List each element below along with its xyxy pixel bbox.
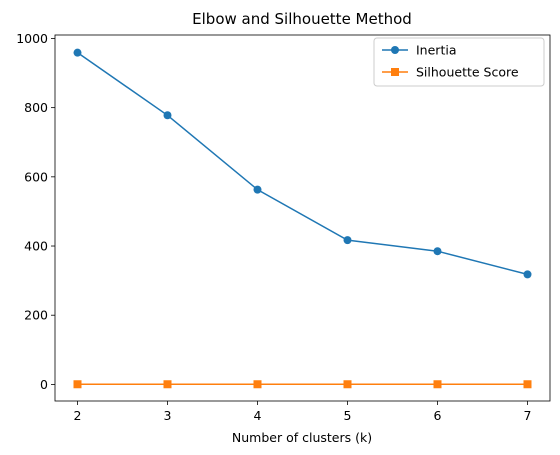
legend-label-silhouette-score: Silhouette Score [416, 65, 519, 80]
plot-frame [54, 34, 551, 402]
x-tick-label: 2 [74, 408, 82, 423]
data-point-silhouette-score [523, 380, 532, 389]
legend-marker-silhouette-score [391, 68, 399, 76]
x-tick-label: 5 [344, 408, 352, 423]
y-tick-label: 1000 [16, 31, 48, 46]
x-axis-label: Number of clusters (k) [232, 430, 372, 445]
y-tick-label: 600 [24, 169, 48, 184]
data-point-inertia [253, 185, 262, 194]
x-tick-label: 6 [434, 408, 442, 423]
data-point-inertia [343, 236, 352, 245]
chart-title: Elbow and Silhouette Method [192, 10, 412, 28]
series-line-inertia [77, 51, 528, 276]
y-tick-label: 0 [40, 377, 48, 392]
legend: Inertia Silhouette Score [373, 37, 545, 87]
data-point-silhouette-score [343, 380, 352, 389]
data-point-inertia [523, 270, 532, 279]
legend-marker-inertia [391, 46, 399, 54]
x-tick-label: 7 [524, 408, 532, 423]
y-tick-label: 400 [24, 239, 48, 254]
y-tick-label: 200 [24, 308, 48, 323]
x-axis: 2 3 4 5 6 7 [74, 401, 532, 423]
data-point-silhouette-score [253, 380, 262, 389]
legend-label-inertia: Inertia [416, 43, 456, 58]
data-point-silhouette-score [433, 380, 442, 389]
legend-box [373, 37, 545, 87]
data-point-inertia [433, 247, 442, 256]
data-point-silhouette-score [163, 380, 172, 389]
y-tick-label: 800 [24, 100, 48, 115]
x-tick-label: 4 [254, 408, 262, 423]
x-tick-label: 3 [164, 408, 172, 423]
plot-area [73, 48, 532, 389]
data-point-inertia [163, 111, 172, 120]
y-axis: 0 200 400 600 800 1000 [16, 31, 55, 392]
data-point-silhouette-score [73, 380, 82, 389]
data-point-inertia [73, 48, 82, 57]
